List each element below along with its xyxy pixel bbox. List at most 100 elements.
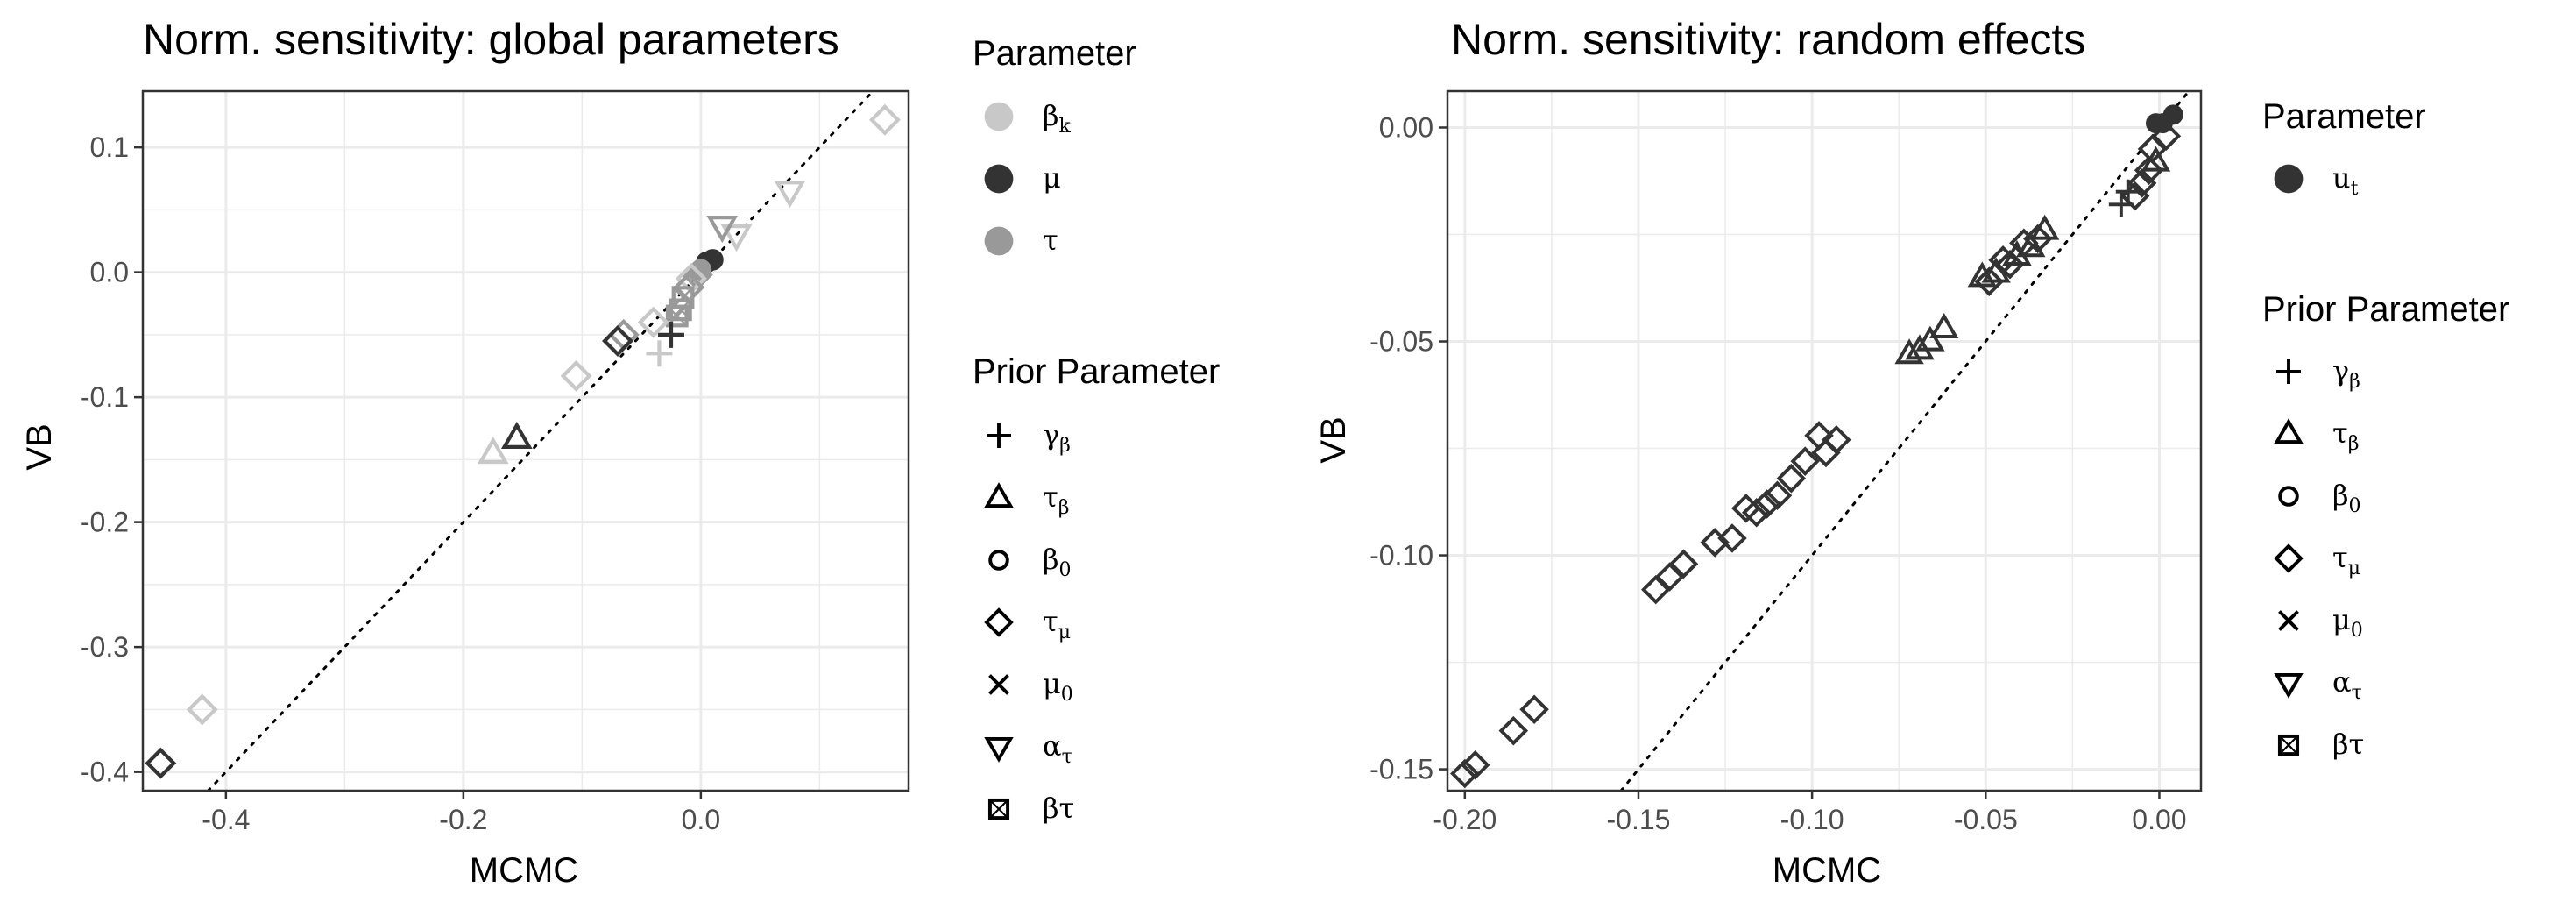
legend-key <box>987 423 1011 448</box>
legend-item: βτ <box>987 792 1074 825</box>
x-tick-label: -0.2 <box>439 804 487 835</box>
data-point <box>646 340 673 367</box>
y-axis-title: VB <box>20 423 59 470</box>
y-tick-label: 0.00 <box>1379 111 1433 143</box>
legend-label: βτ <box>1043 792 1074 825</box>
panel-border <box>141 89 910 792</box>
legend-label: γβ <box>2332 354 2360 393</box>
data-point <box>1915 325 1945 352</box>
grid <box>1447 91 2201 791</box>
x-tick-label: 0.0 <box>682 804 720 835</box>
parameter-legend: Parameter βk μτ <box>973 34 1136 257</box>
data-point <box>560 359 592 392</box>
data-point <box>1741 497 1772 528</box>
data-point <box>2115 179 2141 204</box>
legend-label: βτ <box>2332 728 2364 761</box>
legend-title: Prior Parameter <box>2262 290 2509 329</box>
data-point <box>1717 523 1747 553</box>
data-point <box>637 306 669 338</box>
legend-key <box>2276 359 2301 384</box>
legend-key <box>984 607 1014 637</box>
legend-key <box>2278 486 2299 507</box>
y-tick-label: -0.4 <box>81 756 129 788</box>
legend-label: β0 <box>1043 543 1072 581</box>
legend-item: μ0 <box>988 667 1073 706</box>
legend-label: τ <box>1043 224 1058 257</box>
legend-label: τβ <box>2332 416 2359 455</box>
legend-item: τβ <box>2274 416 2359 455</box>
data-point <box>2127 168 2157 198</box>
random-effects-plot: Norm. sensitivity: random effects -0.20-… <box>1314 15 2203 890</box>
data-point <box>1776 463 1807 494</box>
y-tick-label: -0.15 <box>1369 754 1433 785</box>
legend-key <box>2274 418 2304 444</box>
data-point <box>1929 312 1959 338</box>
data-point <box>145 747 177 779</box>
legend-item: β0 <box>988 543 1072 581</box>
legend-key <box>2277 734 2300 756</box>
legend-title: Prior Parameter <box>973 352 1220 391</box>
legend-item: τμ <box>984 605 1071 643</box>
legend-label: βk <box>1043 99 1072 138</box>
prior-parameter-legend: Prior Parameter γβ τβ β0 τμ μ0 ατ βτ <box>973 352 1220 825</box>
data-point <box>1731 494 1761 523</box>
legend-label: μ0 <box>1043 667 1073 706</box>
legend-title: Parameter <box>973 34 1136 73</box>
reference-line <box>1619 91 2190 791</box>
legend-key <box>987 798 1010 820</box>
legend-label: ατ <box>2332 665 2362 704</box>
legend-title: Parameter <box>2262 97 2426 136</box>
y-tick-label: -0.10 <box>1369 540 1433 572</box>
data-point <box>2016 231 2046 258</box>
data-point <box>1894 338 1924 365</box>
legend-item: βτ <box>2277 728 2364 761</box>
prior-parameter-legend: Prior Parameter γβ τβ β0 τμ μ0 ατ βτ <box>2262 290 2509 761</box>
legend-key <box>984 226 1014 256</box>
legend-label: γβ <box>1043 418 1071 457</box>
data-point <box>1519 694 1549 725</box>
legend-key <box>988 550 1009 571</box>
parameter-legend: Parameter ut <box>2262 97 2426 200</box>
global-parameters-plot: Norm. sensitivity: global parameters -0.… <box>20 15 910 890</box>
legend-key <box>984 736 1014 763</box>
data-point <box>774 181 806 209</box>
legend-item: τ <box>984 224 1058 257</box>
legend-key <box>2278 610 2299 631</box>
y-axis-title: VB <box>1314 416 1353 463</box>
legend-item: β0 <box>2278 479 2361 517</box>
data-point <box>1790 446 1820 476</box>
legend-label: μ <box>1043 161 1061 195</box>
data-point <box>1804 421 1834 451</box>
data-point <box>706 216 739 244</box>
data-point <box>657 321 684 348</box>
data-point <box>1450 758 1480 789</box>
legend-label: τβ <box>1043 480 1069 519</box>
chart-title: Norm. sensitivity: random effects <box>1451 15 2085 64</box>
data-point <box>720 224 753 252</box>
legend-key <box>2274 543 2304 573</box>
plot-area: -0.4 -0.2 0.0 0.1 0.0 -0.1 -0.2 -0.3 -0.4 <box>81 89 910 835</box>
legend-item: βk <box>984 99 1072 138</box>
legend-item: τμ <box>2274 541 2360 579</box>
legend-label: τμ <box>1043 605 1071 643</box>
y-tick-label: -0.3 <box>81 631 129 663</box>
data-point <box>2108 192 2134 217</box>
data-point <box>1641 574 1671 605</box>
data-point <box>477 437 509 465</box>
data-point <box>1498 715 1529 746</box>
legend-item: γβ <box>2276 354 2360 393</box>
legend-key <box>988 674 1009 695</box>
legend-item: τβ <box>984 480 1069 519</box>
data-points <box>145 103 901 779</box>
data-point <box>1700 528 1730 558</box>
legend-label: ατ <box>1043 729 1072 768</box>
legend-key <box>2274 164 2304 194</box>
legend-item: ατ <box>984 729 1072 768</box>
x-axis-title: MCMC <box>1773 851 1881 890</box>
data-point <box>1967 261 1998 288</box>
plot-area: -0.20 -0.15 -0.10 -0.05 0.000.00-0.05-0.10-0… <box>1369 89 2203 835</box>
legend-item: μ <box>984 161 1061 195</box>
data-points <box>1450 104 2183 789</box>
legend-key <box>984 482 1014 508</box>
panel-border <box>1446 89 2203 792</box>
